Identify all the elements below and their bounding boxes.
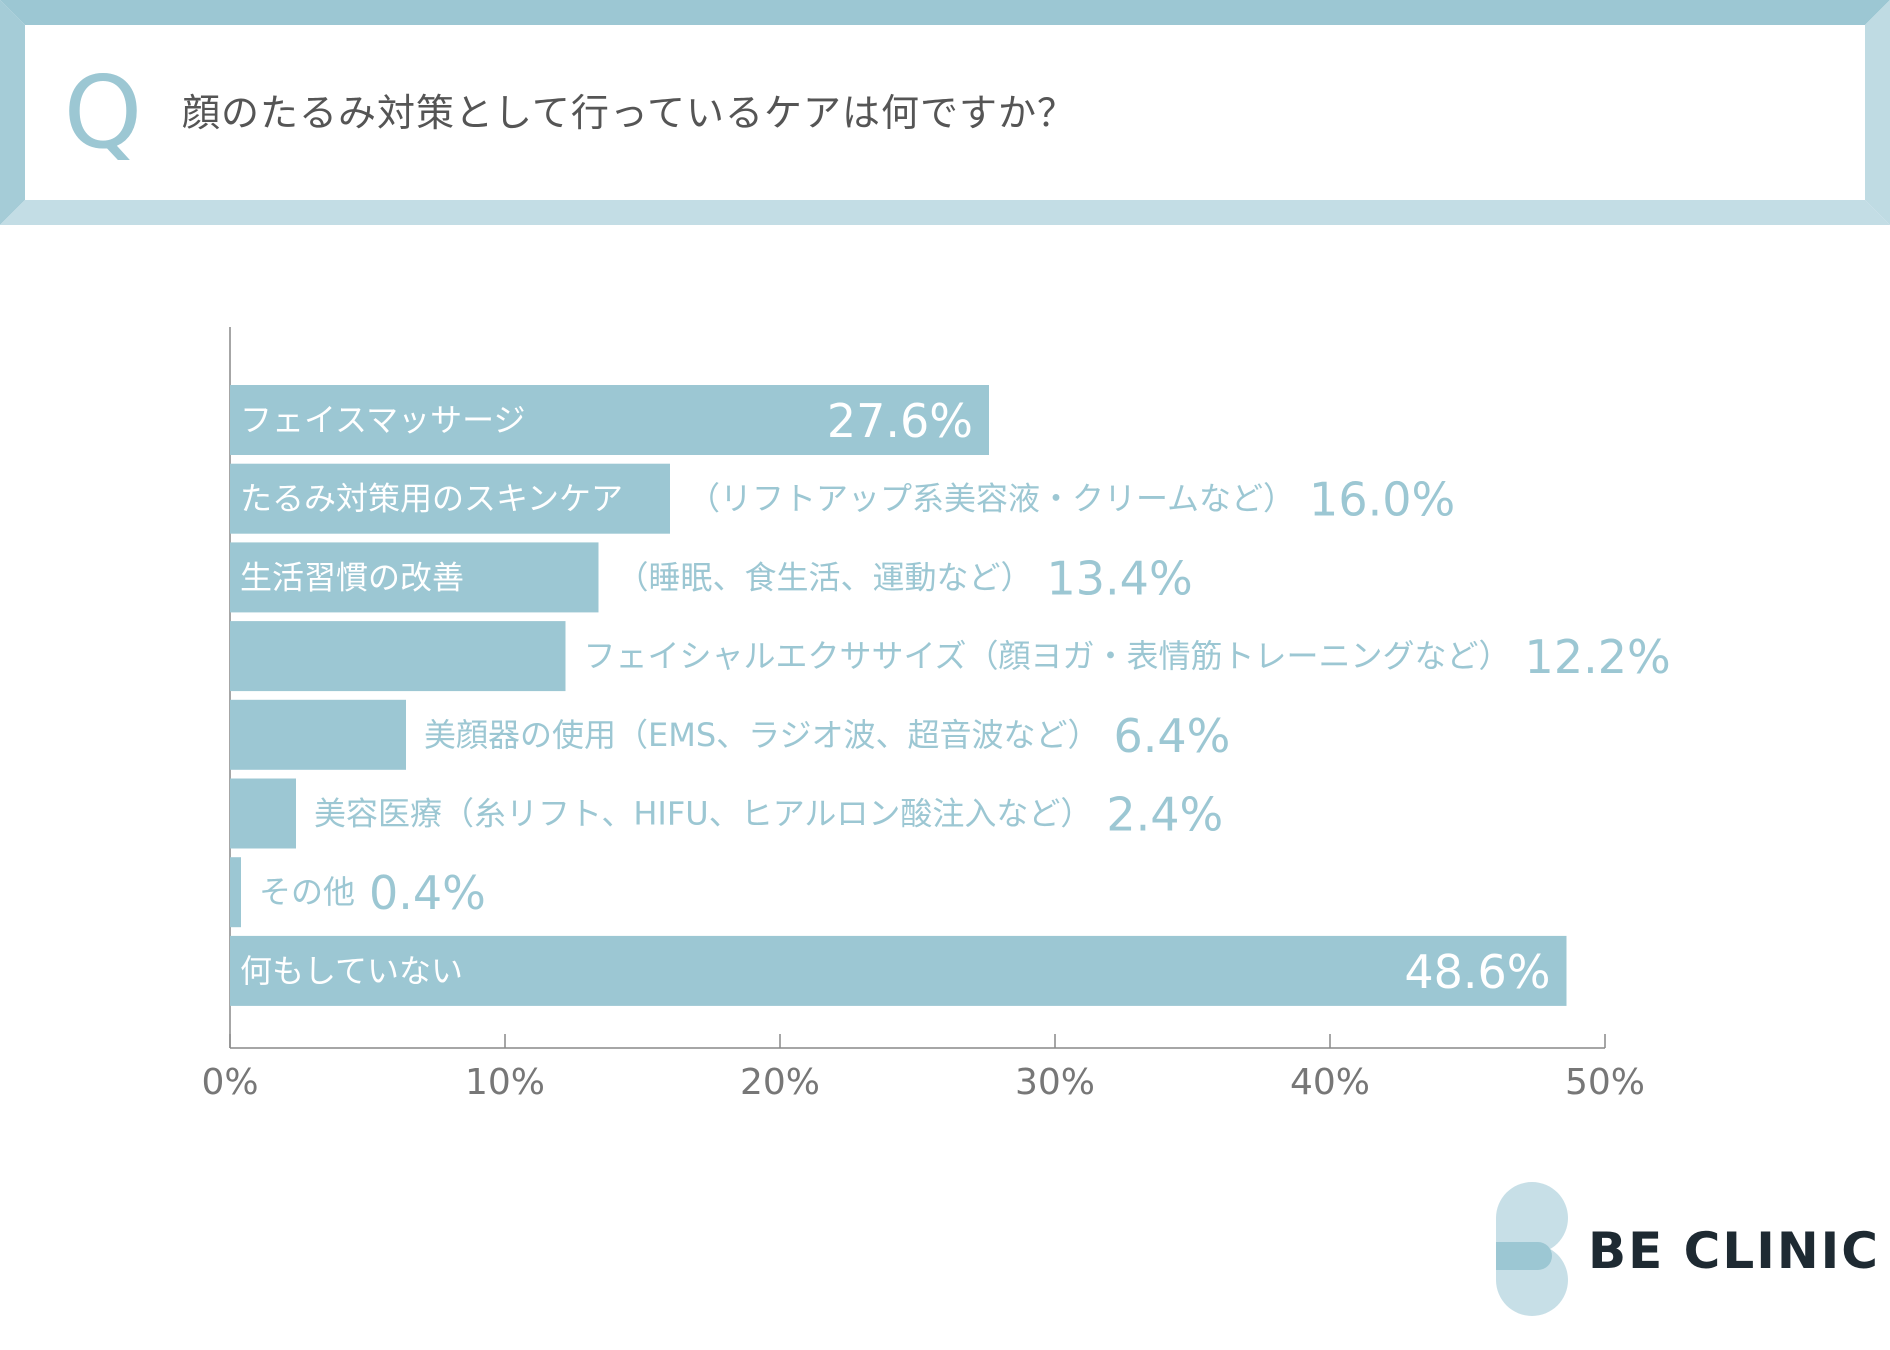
value-label-5: 2.4% [1106, 788, 1223, 842]
value-label-7: 48.6% [1404, 945, 1550, 999]
question-title: 顔のたるみ対策として行っているケアは何ですか？ [182, 91, 1076, 135]
x-tick-label: 30% [1015, 1062, 1095, 1103]
bar-label-outside-3: フェイシャルエクササイズ（顔ヨガ・表情筋トレーニングなど） [584, 637, 1511, 675]
question-frame [0, 0, 1890, 225]
bar-label-inside-0: フェイスマッサージ [240, 401, 525, 439]
bar-label-outside-5: 美容医療（糸リフト、HIFU、ヒアルロン酸注入など） [314, 795, 1092, 833]
value-label-6: 0.4% [369, 866, 486, 920]
x-tick-label: 0% [201, 1062, 258, 1103]
x-tick-label: 20% [740, 1062, 820, 1103]
bar-label-outside-1: （リフトアップ系美容液・クリームなど） [688, 480, 1295, 518]
be-clinic-logo [1496, 1182, 1568, 1316]
bar-5 [230, 778, 296, 849]
bar-6 [230, 857, 241, 928]
bar-label-inside-1: たるみ対策用のスキンケア [240, 480, 623, 518]
bar-label-outside-6: その他 [259, 873, 355, 911]
x-tick-label: 50% [1565, 1062, 1645, 1103]
bar-label-outside-2: （睡眠、食生活、運動など） [617, 558, 1033, 596]
bar-2 [230, 542, 599, 613]
bar-chart: 0% 10% 20% 30% 40% 50% フェイスマッサージ 27.6% たるみ対策用のスキ… [201, 327, 1671, 1103]
bar-4 [230, 699, 406, 770]
value-label-0: 27.6% [827, 394, 973, 448]
value-label-4: 6.4% [1114, 709, 1231, 763]
bar-label-inside-2: 生活習慣の改善 [240, 558, 464, 596]
value-label-2: 13.4% [1047, 551, 1193, 605]
value-label-1: 16.0% [1309, 473, 1455, 527]
bar-label-inside-7: 何もしていない [240, 952, 463, 990]
bar-7 [230, 935, 1567, 1006]
bar-1 [230, 463, 670, 534]
x-tick-label: 10% [465, 1062, 545, 1103]
bar-0 [230, 385, 989, 455]
q-letter: Q [63, 54, 143, 171]
bar-label-outside-4: 美顔器の使用（EMS、ラジオ波、超音波など） [424, 716, 1100, 754]
logo-text: BE CLINIC [1588, 1222, 1880, 1280]
value-label-3: 12.2% [1525, 630, 1671, 684]
x-tick-label: 40% [1290, 1062, 1370, 1103]
bar-3 [230, 621, 566, 692]
